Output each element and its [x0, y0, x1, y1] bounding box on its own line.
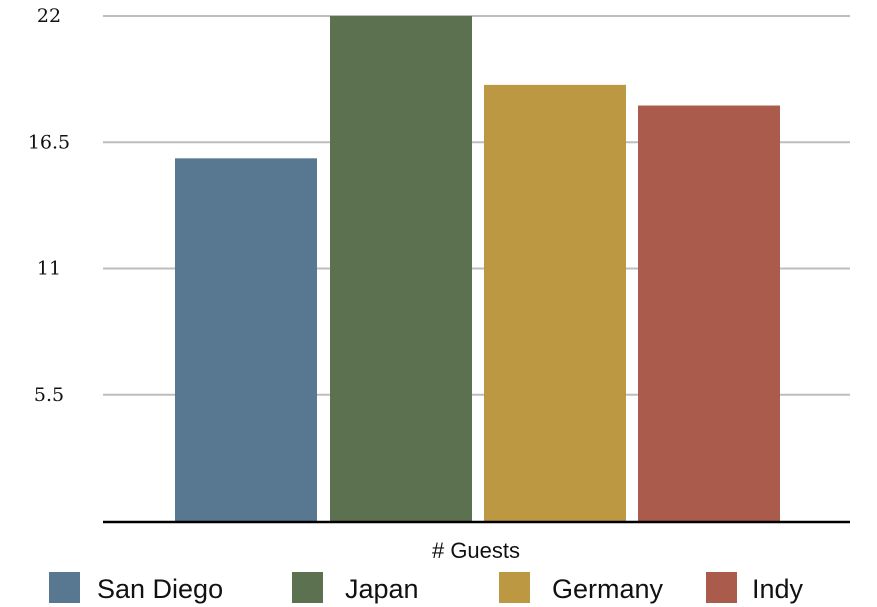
y-tick-label: 22 [37, 5, 61, 27]
y-tick-label: 5.5 [34, 384, 64, 406]
legend-swatch [49, 572, 80, 603]
y-tick-labels: 5.5 11 16.5 22 [28, 5, 70, 406]
bar-germany [484, 84, 626, 521]
bar-san-diego [175, 158, 317, 521]
legend-label: San Diego [97, 574, 223, 604]
legend-label: Japan [345, 574, 419, 604]
legend: San Diego Japan Germany Indy [49, 572, 804, 604]
bars [175, 16, 780, 521]
y-tick-label: 16.5 [28, 131, 70, 153]
legend-swatch [292, 572, 323, 603]
legend-swatch [706, 572, 737, 603]
legend-swatch [499, 572, 530, 603]
x-axis-label: # Guests [432, 538, 520, 563]
legend-label: Germany [552, 574, 664, 604]
y-tick-label: 11 [37, 258, 61, 280]
bar-indy [638, 105, 780, 521]
bar-japan [330, 16, 472, 521]
legend-label: Indy [752, 574, 804, 604]
